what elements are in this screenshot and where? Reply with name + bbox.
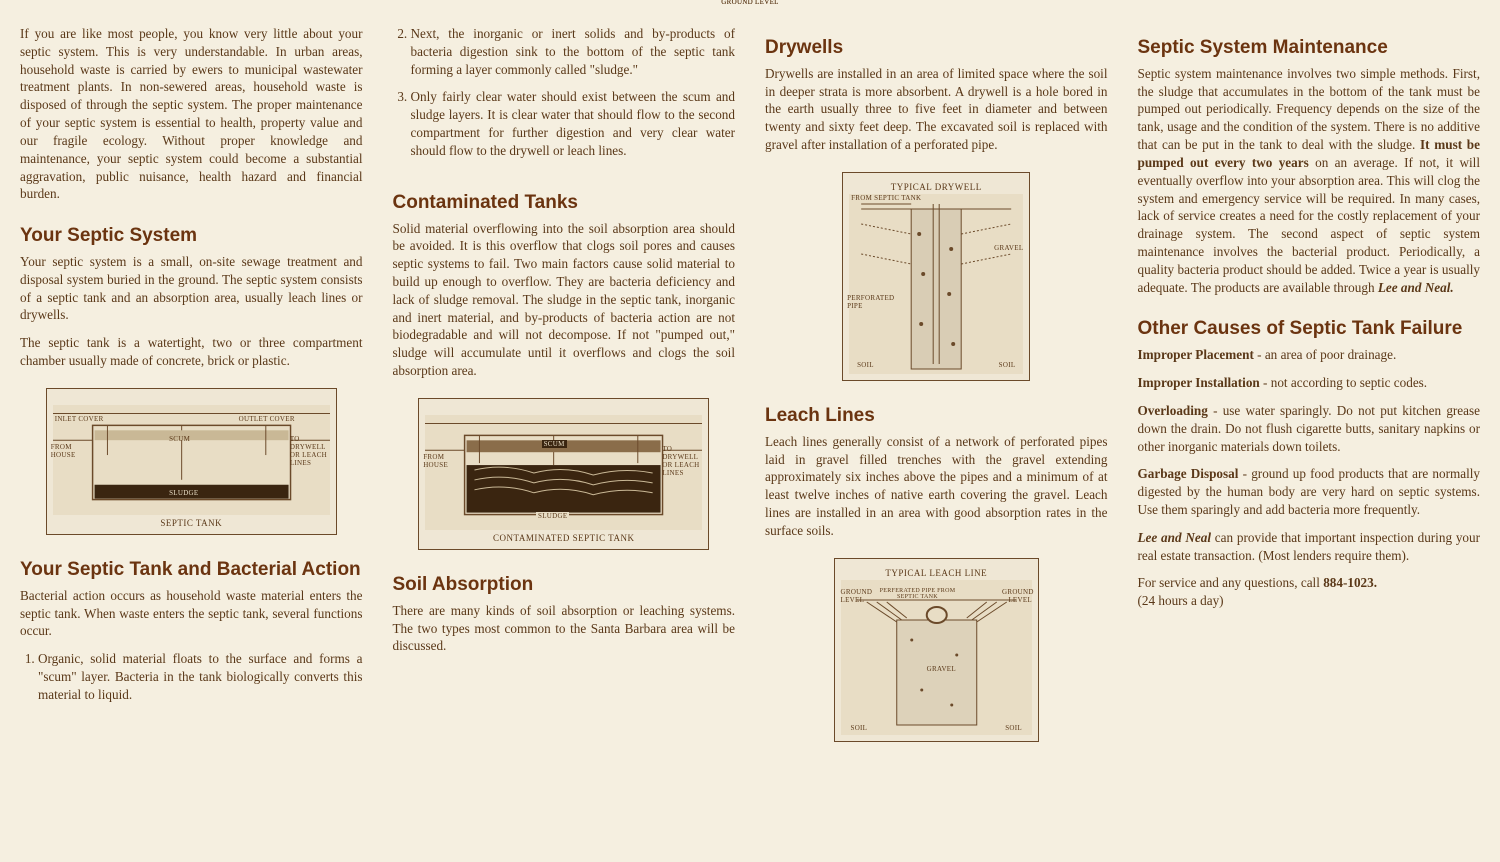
- lee-neal-name: Lee and Neal: [1138, 530, 1212, 545]
- cause1-text: - an area of poor drainage.: [1254, 347, 1396, 362]
- heading-maintenance: Septic System Maintenance: [1138, 37, 1481, 59]
- column-1: If you are like most people, you know ve…: [20, 25, 363, 837]
- contaminated-tank-diagram: GROUND LEVEL FROM HOUSE SCU: [418, 398, 709, 550]
- list-item-3: Only fairly clear water should exist bet…: [411, 88, 736, 159]
- column-3: Drywells Drywells are installed in an ar…: [765, 25, 1108, 837]
- cause-1: Improper Placement - an area of poor dra…: [1138, 346, 1481, 364]
- drywell-diagram: TYPICAL DRYWELL FROM SEPTIC TANK GRAVEL …: [842, 172, 1030, 381]
- list-item-1: Organic, solid material floats to the su…: [38, 650, 363, 703]
- bacterial-action-p: Bacterial action occurs as household was…: [20, 587, 363, 640]
- septic-tank-diagram: GROUND LEVEL INLET COVER OUTLET COVER FR…: [46, 388, 337, 535]
- column-2: Next, the inorganic or inert solids and …: [393, 25, 736, 837]
- label-soil-l: SOIL: [857, 361, 874, 369]
- label-perf-pipe: PERFERATED PIPE FROM SEPTIC TANK: [873, 588, 963, 600]
- drywell-svg: [849, 194, 1023, 374]
- column-4: Septic System Maintenance Septic system …: [1138, 25, 1481, 837]
- label-from-tank: FROM SEPTIC TANK: [851, 194, 921, 202]
- list-item-2: Next, the inorganic or inert solids and …: [411, 25, 736, 78]
- call-hours: (24 hours a day): [1138, 593, 1224, 608]
- soil-absorption-p: There are many kinds of soil absorption …: [393, 602, 736, 655]
- label-soil-r2: SOIL: [1005, 724, 1022, 732]
- bacterial-list-start: Organic, solid material floats to the su…: [20, 650, 363, 713]
- cause-2: Improper Installation - not according to…: [1138, 374, 1481, 392]
- label-ground-l: GROUND LEVEL: [841, 588, 871, 604]
- maint-part2: on an average. If not, it will eventuall…: [1138, 155, 1481, 295]
- leach-caption: TYPICAL LEACH LINE: [841, 568, 1033, 578]
- label-to-lines-2: TO DRYWELL OR LEACH LINES: [662, 445, 704, 477]
- label-from-house-2: FROM HOUSE: [423, 453, 453, 469]
- label-sludge: SLUDGE: [169, 489, 198, 497]
- intro-paragraph: If you are like most people, you know ve…: [20, 25, 363, 203]
- label-to-lines: TO DRYWELL OR LEACH LINES: [290, 435, 332, 467]
- label-perforated: PERFORATED PIPE: [847, 294, 897, 310]
- label-ground-r: GROUND LEVEL: [1002, 588, 1032, 604]
- cause-4: Garbage Disposal - ground up food produc…: [1138, 465, 1481, 518]
- heading-drywells: Drywells: [765, 37, 1108, 59]
- heading-contaminated-tanks: Contaminated Tanks: [393, 192, 736, 214]
- contaminated-p: Solid material overflowing into the soil…: [393, 220, 736, 380]
- drywells-p: Drywells are installed in an area of lim…: [765, 65, 1108, 154]
- drywell-caption: TYPICAL DRYWELL: [849, 182, 1023, 192]
- cause2-text: - not according to septic codes.: [1260, 375, 1427, 390]
- heading-soil-absorption: Soil Absorption: [393, 574, 736, 596]
- cause4-label: Garbage Disposal: [1138, 466, 1239, 481]
- cause2-label: Improper Installation: [1138, 375, 1260, 390]
- call-phone: 884-1023.: [1323, 575, 1377, 590]
- cause3-label: Overloading: [1138, 403, 1208, 418]
- contaminated-caption: CONTAMINATED SEPTIC TANK: [425, 533, 702, 543]
- label-scum: SCUM: [169, 435, 190, 443]
- label-soil-r: SOIL: [999, 361, 1016, 369]
- label-scum-2: SCUM: [542, 440, 567, 448]
- lee-neal-p: Lee and Neal can provide that important …: [1138, 529, 1481, 565]
- heading-your-septic-system: Your Septic System: [20, 225, 363, 247]
- leach-lines-p: Leach lines generally consist of a netwo…: [765, 433, 1108, 540]
- bacterial-list-cont: Next, the inorganic or inert solids and …: [393, 25, 736, 170]
- label-soil-l2: SOIL: [851, 724, 868, 732]
- call-text: For service and any questions, call: [1138, 575, 1324, 590]
- heading-leach-lines: Leach Lines: [765, 405, 1108, 427]
- cause-3: Overloading - use water sparingly. Do no…: [1138, 402, 1481, 455]
- leach-line-diagram: TYPICAL LEACH LINE GROUND LEVEL GROUND L…: [834, 558, 1040, 742]
- label-ground-2: GROUND LEVEL: [721, 0, 778, 6]
- cause1-label: Improper Placement: [1138, 347, 1254, 362]
- heading-other-causes: Other Causes of Septic Tank Failure: [1138, 318, 1481, 340]
- label-inlet: INLET COVER: [55, 415, 104, 423]
- septic-system-p2: The septic tank is a watertight, two or …: [20, 334, 363, 370]
- label-gravel: GRAVEL: [994, 244, 1023, 252]
- label-sludge-2: SLUDGE: [536, 512, 569, 520]
- heading-bacterial-action: Your Septic Tank and Bacterial Action: [20, 559, 363, 581]
- septic-system-p1: Your septic system is a small, on-site s…: [20, 253, 363, 324]
- call-p: For service and any questions, call 884-…: [1138, 574, 1481, 610]
- label-gravel-2: GRAVEL: [927, 665, 956, 673]
- label-from-house: FROM HOUSE: [51, 443, 81, 459]
- maint-italic: Lee and Neal.: [1378, 280, 1454, 295]
- septic-tank-caption: SEPTIC TANK: [53, 518, 330, 528]
- label-outlet: OUTLET COVER: [239, 415, 295, 423]
- maintenance-p: Septic system maintenance involves two s…: [1138, 65, 1481, 297]
- page-columns: If you are like most people, you know ve…: [20, 25, 1480, 837]
